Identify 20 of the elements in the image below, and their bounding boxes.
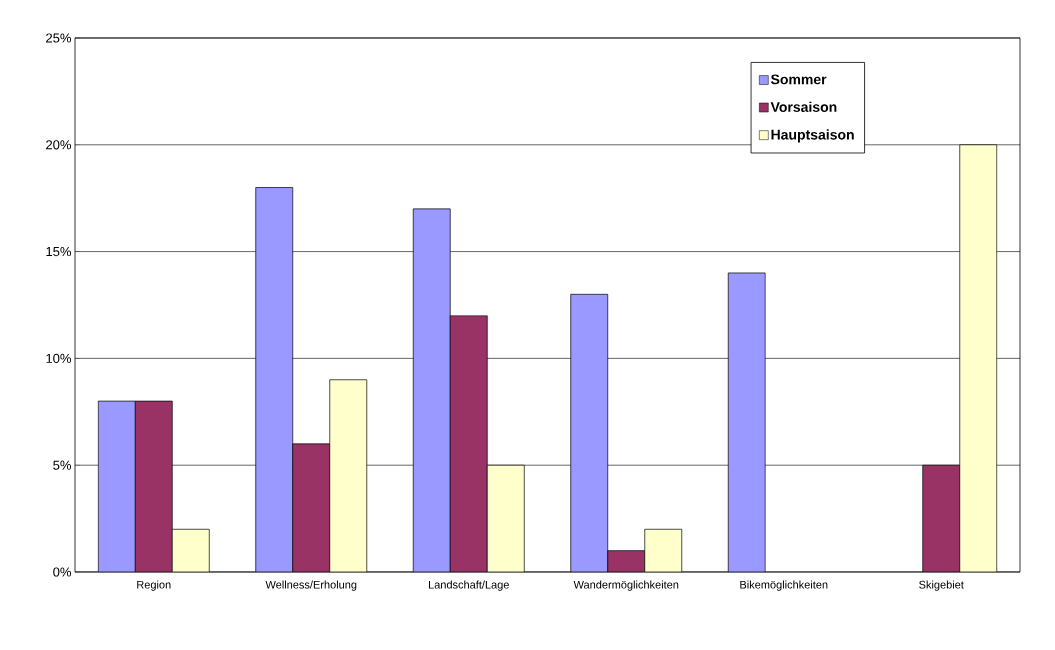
y-tick-label: 15%: [46, 247, 72, 257]
bar: [171, 528, 210, 572]
y-tick-label: 0%: [53, 567, 72, 577]
x-tick-label: Skigebiet: [919, 580, 964, 591]
bar: [959, 144, 998, 572]
x-tick-label: Landschaft/Lage: [428, 580, 509, 591]
y-tick-label: 5%: [53, 460, 72, 470]
y-tick-label: 20%: [46, 140, 72, 150]
legend-label: Hauptsaison: [771, 129, 854, 143]
bar: [329, 379, 368, 572]
legend-label: Sommer: [770, 74, 827, 85]
x-tick-label: Wandermöglichkeiten: [573, 580, 679, 591]
legend-label: Vorsaison: [770, 101, 837, 112]
y-tick-label: 25%: [46, 33, 72, 43]
x-tick-label: Bikemöglichkeiten: [740, 580, 828, 591]
bar: [486, 464, 525, 572]
x-tick-label: Wellness/Erholung: [265, 580, 357, 591]
bar: [644, 528, 683, 572]
y-tick-label: 10%: [46, 353, 72, 363]
x-tick-label: Region: [137, 580, 171, 591]
